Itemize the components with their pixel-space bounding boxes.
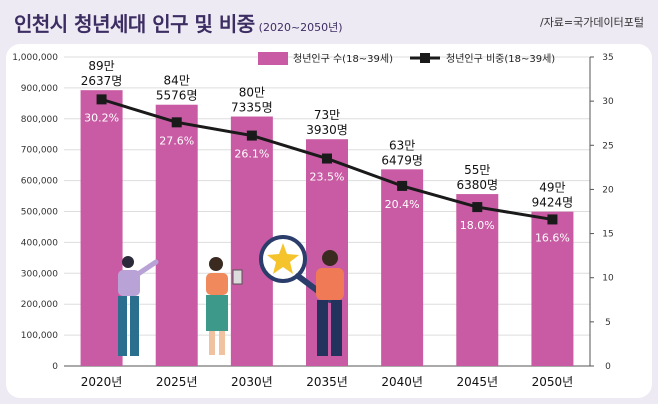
y-left-tick-label: 1,000,000 [12,53,58,63]
legend-line-marker [420,53,430,63]
bar [531,211,574,366]
line-point [322,153,332,164]
x-tick-label: 2025년 [156,375,198,389]
bar [381,169,424,366]
bar-value-label-bottom: 9424명 [532,196,574,210]
line-point [472,202,483,213]
x-tick-label: 2030년 [231,375,273,389]
title-main: 인천시 청년세대 인구 및 비중 [14,12,255,36]
y-left-tick-label: 400,000 [21,238,58,248]
legend-bar-swatch [258,52,288,65]
line-value-label: 18.0% [460,219,495,232]
y-right-tick-label: 5 [605,318,611,328]
x-tick-label: 2045년 [456,375,498,389]
bar-value-label-bottom: 2637명 [81,74,123,88]
legend-bar-label: 청년인구 수(18~39세) [293,53,393,65]
bar-value-label-bottom: 3930명 [306,123,348,137]
y-right-tick-label: 20 [602,185,614,195]
y-right-tick-label: 35 [602,53,613,63]
line-point [397,180,408,191]
bar-value-label-top: 89만 [88,59,114,73]
y-right-tick-label: 0 [605,362,611,372]
y-left-tick-label: 300,000 [21,269,58,279]
x-tick-label: 2050년 [532,375,574,389]
y-right-tick-label: 15 [602,230,613,240]
bar-value-label-bottom: 7335명 [231,101,273,115]
line-point [171,117,182,128]
source-note: /자료=국가데이터포털 [539,16,644,29]
line-value-label: 30.2% [84,111,119,124]
y-left-tick-label: 700,000 [21,146,58,156]
x-tick-label: 2035년 [306,375,348,389]
bar-value-label-top: 84만 [164,74,190,88]
page-title: 인천시 청년세대 인구 및 비중 (2020~2050년) [14,8,343,37]
bar-value-label-bottom: 6380명 [456,178,498,192]
illustration-person-magnifier [316,250,344,356]
line-value-label: 16.6% [535,231,570,244]
y-right-tick-label: 30 [602,97,614,107]
y-right-tick-label: 25 [602,141,613,151]
bar [230,116,273,367]
bar-value-label-bottom: 5576명 [156,89,198,103]
x-tick-label: 2040년 [381,375,423,389]
line-value-label: 27.6% [159,134,194,147]
legend-line-label: 청년인구 비중(18~39세) [446,53,555,65]
line-point [246,130,257,141]
bar [456,194,499,366]
illustration-person-pointing [118,256,159,356]
illustration-person-phone [206,257,243,355]
bar-value-label-bottom: 6479명 [381,153,423,167]
bar-value-label-top: 49만 [539,181,565,195]
y-left-tick-label: 800,000 [21,115,58,125]
y-right-tick-label: 10 [602,274,614,284]
bar [155,104,198,367]
y-left-tick-label: 600,000 [21,177,58,187]
bar-value-label-top: 73만 [314,108,340,122]
magnifier-star-icon [259,235,333,303]
y-left-tick-label: 100,000 [21,331,58,341]
y-left-tick-label: 500,000 [21,208,58,218]
bar [80,90,123,366]
y-left-tick-label: 200,000 [21,300,58,310]
line-point [547,214,558,225]
line-value-label: 20.4% [385,198,420,211]
x-tick-label: 2020년 [81,375,123,389]
line-value-label: 26.1% [234,148,269,161]
title-period: (2020~2050년) [258,21,343,34]
bar-value-label-top: 80만 [239,86,265,100]
y-left-tick-label: 900,000 [21,84,58,94]
bar-value-label-top: 55만 [464,163,490,177]
bar-value-label-top: 63만 [389,138,415,152]
line-value-label: 23.5% [310,171,345,184]
y-left-tick-label: 0 [52,362,58,372]
line-point [96,94,107,105]
